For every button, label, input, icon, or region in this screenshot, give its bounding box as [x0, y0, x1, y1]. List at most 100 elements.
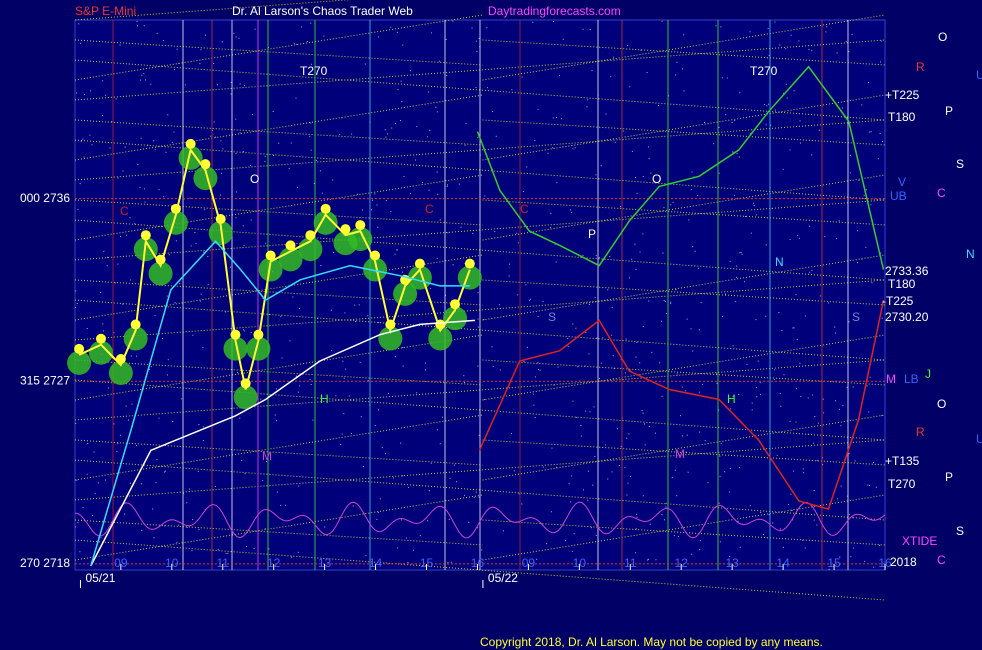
x-tick-label: 10 — [573, 556, 587, 570]
star — [293, 42, 295, 44]
star — [158, 417, 160, 419]
star — [675, 289, 677, 291]
star — [153, 140, 155, 142]
star — [437, 193, 439, 195]
star — [755, 319, 757, 321]
star — [428, 490, 430, 492]
star — [244, 473, 246, 475]
star — [174, 302, 176, 304]
star — [612, 355, 614, 357]
x-tick-label: 14 — [776, 556, 790, 570]
star — [875, 486, 877, 488]
star — [586, 106, 588, 108]
star — [227, 552, 229, 554]
star — [134, 223, 136, 225]
star — [387, 133, 389, 135]
star — [102, 80, 104, 82]
star — [677, 536, 679, 538]
star — [384, 129, 386, 131]
star — [762, 534, 764, 536]
star — [739, 252, 741, 254]
star — [153, 537, 155, 539]
star — [593, 406, 595, 408]
star — [376, 204, 378, 206]
star — [310, 22, 312, 24]
star — [154, 149, 156, 151]
star — [836, 498, 838, 500]
star — [759, 382, 761, 384]
star — [616, 428, 618, 430]
star — [729, 260, 731, 262]
star — [335, 395, 337, 397]
x-tick-label: 15 — [827, 556, 841, 570]
star — [78, 23, 80, 25]
star — [567, 345, 569, 347]
star — [131, 403, 133, 405]
star — [242, 150, 244, 152]
star — [465, 122, 467, 124]
star — [665, 312, 667, 314]
star — [237, 371, 239, 373]
star — [355, 321, 357, 323]
star — [781, 329, 783, 331]
star — [672, 201, 674, 203]
star — [272, 111, 274, 113]
date-label: 05/21 — [85, 571, 115, 585]
star — [475, 491, 477, 493]
star — [739, 92, 741, 94]
annotation: +T225 — [885, 88, 920, 102]
price-halo — [108, 361, 133, 386]
star — [575, 327, 577, 329]
star — [194, 232, 196, 234]
star — [737, 520, 739, 522]
price-dot — [185, 138, 196, 149]
star — [351, 133, 353, 135]
star — [186, 527, 188, 529]
star — [390, 211, 392, 213]
star — [537, 108, 539, 110]
star — [221, 41, 223, 43]
star — [128, 419, 130, 421]
star — [409, 192, 411, 194]
star — [673, 535, 675, 537]
star — [76, 303, 78, 305]
star — [180, 398, 182, 400]
star — [676, 495, 678, 497]
star — [686, 434, 688, 436]
chart-title: Dr. Al Larson's Chaos Trader Web — [232, 4, 413, 18]
star — [725, 114, 727, 116]
star — [690, 188, 692, 190]
x-tick-label: 11 — [624, 556, 637, 570]
star — [299, 385, 301, 387]
star — [697, 195, 699, 197]
star — [164, 470, 166, 472]
star — [573, 533, 575, 535]
star — [817, 422, 819, 424]
star — [818, 129, 820, 131]
star — [598, 257, 600, 259]
star — [664, 300, 666, 302]
star — [499, 369, 501, 371]
star — [526, 166, 528, 168]
star — [354, 304, 356, 306]
star — [222, 148, 224, 150]
star — [736, 153, 738, 155]
star — [450, 561, 452, 563]
star — [738, 156, 740, 158]
star — [477, 365, 479, 367]
star — [822, 398, 824, 400]
star — [93, 451, 95, 453]
star — [332, 179, 334, 181]
star — [624, 372, 626, 374]
star — [719, 475, 721, 477]
star — [620, 445, 622, 447]
star — [585, 332, 587, 334]
star — [167, 359, 169, 361]
star — [670, 301, 672, 303]
star — [313, 183, 315, 185]
star — [235, 118, 237, 120]
star — [343, 377, 345, 379]
diagonal-line — [74, 439, 886, 501]
price-halo — [178, 145, 203, 170]
star — [79, 551, 81, 553]
